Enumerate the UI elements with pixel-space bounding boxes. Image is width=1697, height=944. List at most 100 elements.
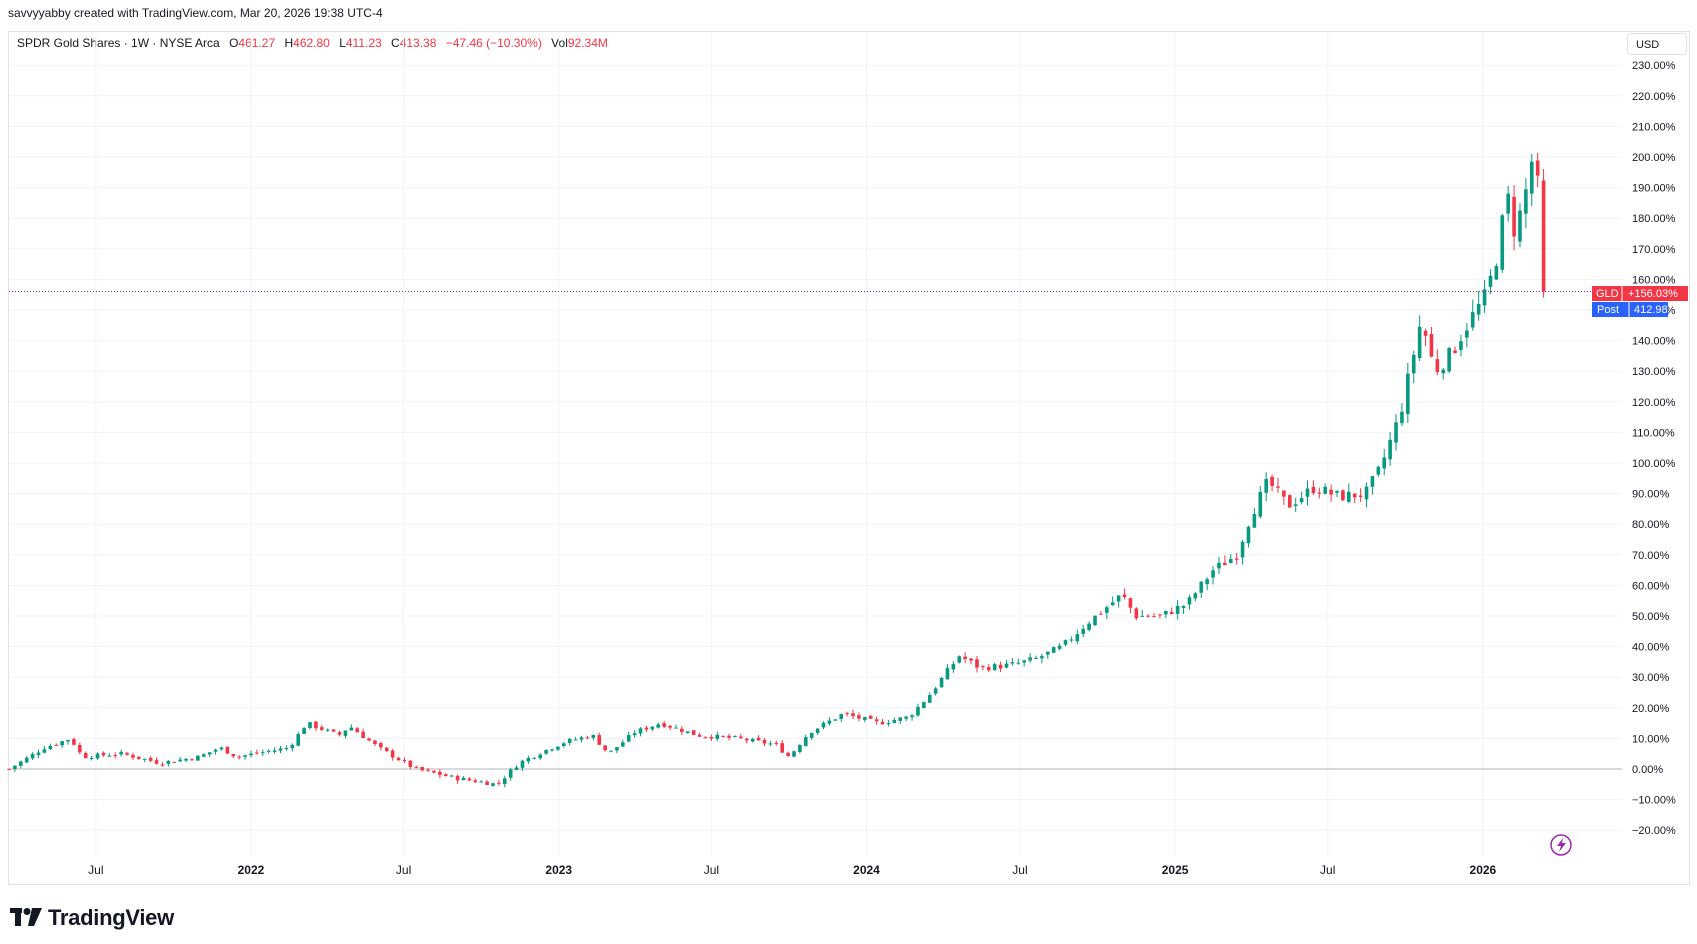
y-tick-label: 190.00% — [1632, 183, 1676, 195]
candle-body — [491, 783, 495, 786]
candle-body — [1087, 623, 1091, 630]
candle-body — [260, 752, 265, 754]
candle-body — [833, 719, 838, 721]
x-tick-label: 2026 — [1470, 863, 1497, 877]
candle-body — [213, 749, 218, 752]
candle-body — [768, 743, 773, 745]
candle-body — [131, 754, 135, 758]
low-label: L — [339, 36, 346, 50]
candle-body — [231, 754, 236, 757]
candle-body — [237, 756, 241, 758]
candle-body — [1311, 487, 1316, 494]
symbol-name: SPDR Gold Shares · 1W · NYSE Arca — [17, 36, 220, 50]
candle-body — [1476, 303, 1481, 315]
candle-body — [243, 755, 247, 757]
candle-body — [384, 747, 389, 752]
y-tick-label: 60.00% — [1632, 580, 1670, 592]
high-label: H — [284, 36, 294, 50]
candle-body — [284, 748, 289, 750]
candle-body — [762, 739, 767, 744]
candle-body — [1205, 579, 1209, 585]
candle-body — [1175, 606, 1180, 614]
tradingview-brand[interactable]: TradingView — [10, 905, 174, 931]
candle-body — [1045, 651, 1050, 655]
candle-body — [320, 727, 324, 730]
candle-body — [278, 748, 283, 751]
candle-body — [83, 752, 88, 759]
candle-body — [998, 664, 1003, 669]
candle-body — [603, 745, 607, 751]
candle-body — [1034, 657, 1038, 659]
y-tick-label: −20.00% — [1632, 825, 1676, 837]
candle-body — [538, 754, 543, 759]
candle-body — [379, 743, 383, 748]
candle-body — [845, 713, 849, 715]
y-tick-label: 10.00% — [1632, 733, 1670, 745]
candle-body — [650, 726, 655, 730]
candle-body — [1211, 570, 1215, 578]
candle-body — [898, 717, 903, 721]
candle-body — [1435, 359, 1440, 373]
candle-body — [1482, 289, 1487, 306]
y-tick-label: 100.00% — [1632, 458, 1676, 470]
candle-body — [945, 668, 950, 680]
candle-body — [1394, 422, 1398, 443]
candle-body — [1535, 160, 1540, 176]
candle-body — [1258, 491, 1263, 517]
candle-body — [933, 688, 938, 694]
candle-body — [349, 727, 354, 731]
candle-body — [562, 743, 566, 746]
candle-body — [1406, 373, 1410, 415]
candle-body — [774, 742, 779, 744]
candle-body — [1317, 492, 1322, 494]
candle-body — [420, 767, 424, 771]
candle-body — [1335, 490, 1339, 493]
candle-body — [709, 736, 714, 739]
candle-body — [626, 734, 631, 742]
candle-body — [739, 736, 743, 739]
candle-body — [922, 702, 926, 708]
chart-frame — [8, 31, 1690, 885]
candle-body — [750, 738, 755, 742]
candle-body — [172, 761, 177, 763]
currency-button[interactable]: USD — [1627, 33, 1687, 55]
candle-body — [414, 766, 419, 768]
y-tick-label: 120.00% — [1632, 397, 1676, 409]
candle-body — [331, 729, 336, 732]
candle-body — [815, 728, 820, 733]
candle-body — [1465, 330, 1469, 338]
candle-body — [1134, 608, 1139, 619]
x-tick-label: Jul — [1320, 863, 1335, 877]
candle-body — [1264, 478, 1268, 493]
candle-body — [1305, 488, 1310, 497]
percent-tag-value: +156.03% — [1628, 288, 1678, 300]
candle-body — [621, 742, 625, 747]
candle-body — [1158, 614, 1162, 616]
candle-body — [798, 745, 802, 752]
candle-body — [809, 732, 814, 738]
candle-body — [632, 733, 637, 736]
candle-body — [1400, 411, 1404, 424]
candle-body — [497, 782, 501, 784]
candle-body — [727, 735, 731, 738]
y-tick-label: −10.00% — [1632, 795, 1676, 807]
candle-body — [302, 728, 306, 734]
candle-body — [48, 745, 53, 750]
candle-body — [556, 746, 560, 750]
candle-body — [863, 717, 867, 720]
x-tick-label: Jul — [88, 863, 103, 877]
candle-body — [1388, 439, 1392, 460]
candle-body — [390, 750, 395, 758]
lightning-icon[interactable] — [1550, 834, 1572, 856]
candle-body — [1223, 562, 1227, 566]
candle-body — [1270, 476, 1274, 487]
candle-body — [78, 745, 82, 753]
candle-body — [502, 778, 507, 785]
x-tick-label: Jul — [1012, 863, 1027, 877]
candle-body — [443, 774, 448, 777]
candle-body — [196, 755, 200, 761]
candle-body — [355, 728, 360, 733]
candle-body — [697, 734, 702, 737]
candle-body — [827, 720, 832, 724]
